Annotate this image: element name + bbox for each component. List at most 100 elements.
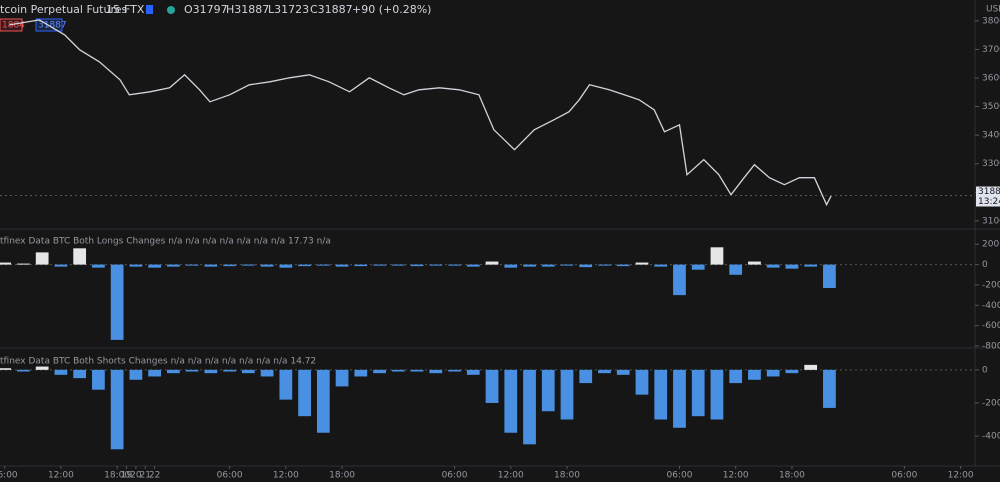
bar [204, 369, 218, 374]
y-tick-label: 200 [982, 240, 999, 250]
bar [17, 369, 30, 372]
bar [391, 369, 405, 372]
bar [729, 264, 743, 275]
flag-icon[interactable] [146, 5, 153, 14]
bar [504, 369, 518, 433]
bar [17, 263, 30, 265]
bar [148, 264, 162, 268]
bar [823, 264, 836, 288]
y-tick-label: -200 [982, 398, 1000, 408]
x-tick-label: 20 [130, 471, 142, 481]
x-tick-label: 19 [121, 471, 133, 481]
change: +90 (+0.28%) [352, 3, 431, 16]
y-tick-label: -800 [982, 342, 1000, 352]
bar [260, 264, 274, 267]
y-tick-label: -400 [982, 301, 1000, 311]
bar [654, 264, 668, 267]
bar [298, 369, 311, 417]
y-tick-label: -600 [982, 321, 1000, 331]
bar [92, 369, 105, 390]
bar [823, 369, 836, 408]
bar [804, 264, 818, 267]
x-tick-label: 06:00 [217, 471, 243, 481]
bar [354, 369, 368, 377]
bar [654, 369, 668, 420]
last-price-label: 31887 [978, 187, 1000, 197]
bar [35, 252, 49, 265]
x-tick-label: 12:00 [273, 471, 299, 481]
bar [485, 369, 499, 403]
bar [110, 369, 124, 450]
y-tick-label: -400 [982, 432, 1000, 442]
last-price-box [976, 186, 1000, 207]
bar [373, 264, 386, 266]
bar [223, 264, 236, 267]
bar [635, 262, 649, 265]
y-tick-label: 33000 [982, 159, 1000, 169]
bar [560, 264, 574, 266]
y-tick-label: -200 [982, 280, 1000, 290]
x-tick-label: 18:00 [329, 471, 355, 481]
y-tick-label: 38000 [982, 16, 1000, 26]
bar [148, 369, 162, 377]
bar [466, 369, 480, 375]
bar [710, 247, 724, 265]
bar [0, 262, 12, 265]
bar [466, 264, 480, 267]
badge-red-text: 1884 [2, 21, 25, 31]
bar [35, 366, 49, 370]
close: C31887 [310, 3, 353, 16]
x-tick-label: 21 [140, 471, 151, 481]
bar [673, 264, 686, 296]
low: L31723 [268, 3, 309, 16]
bar [185, 264, 199, 266]
bar [673, 369, 686, 428]
bar [0, 368, 12, 370]
bar [560, 369, 574, 420]
countdown-label: 13:24 [978, 197, 1000, 207]
y-tick-label: 37000 [982, 45, 1000, 55]
bar [504, 264, 518, 268]
bar [579, 369, 593, 384]
bar [260, 369, 274, 377]
bar [185, 369, 199, 372]
bar [410, 369, 424, 372]
bar [73, 248, 87, 265]
x-tick-label: 06:00 [666, 471, 692, 481]
bar [616, 264, 630, 267]
y-tick-label: 0 [982, 260, 988, 270]
bar [110, 264, 124, 340]
indicator-title: tfinex Data BTC Both Shorts Changes n/a … [0, 357, 316, 367]
bar [748, 369, 761, 380]
x-tick-label: 12:00 [498, 471, 524, 481]
bar [54, 264, 68, 267]
x-tick-label: 22 [149, 471, 160, 481]
bar [92, 264, 105, 268]
x-tick-label: 12:00 [48, 471, 74, 481]
bar [748, 261, 761, 265]
y-tick-label: 0 [982, 365, 988, 375]
bar [804, 364, 818, 370]
currency: USD [986, 5, 1000, 15]
bar [785, 369, 799, 374]
indicator-title: tfinex Data BTC Both Longs Changes n/a n… [0, 237, 331, 247]
x-tick-label: 12:00 [948, 471, 974, 481]
bar [241, 369, 255, 374]
bar [598, 369, 611, 374]
symbol: tcoin Perpetual Futures [0, 3, 128, 16]
bar [167, 369, 180, 374]
bar [766, 369, 780, 377]
y-tick-label: 36000 [982, 74, 1000, 84]
x-tick-label: 18:00 [554, 471, 580, 481]
bar [373, 369, 386, 374]
bar [129, 264, 143, 267]
bar [616, 369, 630, 375]
bar [429, 369, 443, 374]
bar [54, 369, 68, 375]
y-tick-label: 31000 [982, 216, 1000, 226]
bar [691, 264, 705, 270]
bar [223, 369, 236, 372]
x-tick-label: 12:00 [723, 471, 749, 481]
bar [541, 369, 555, 412]
